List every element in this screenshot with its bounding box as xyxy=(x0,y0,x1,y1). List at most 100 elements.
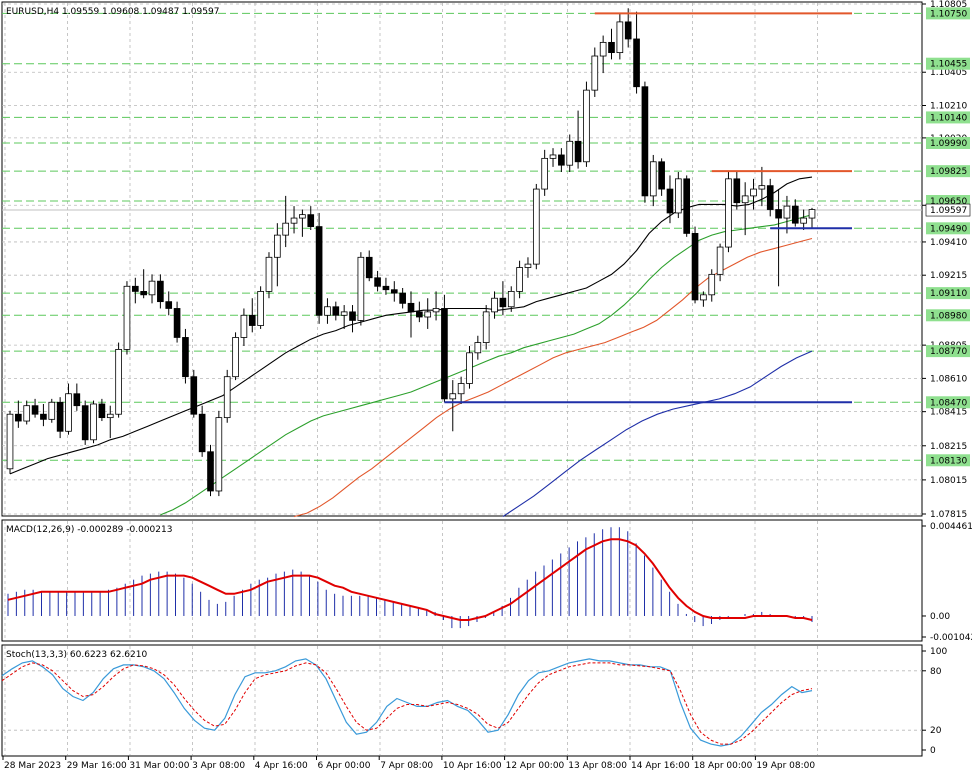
candle-body xyxy=(90,403,97,441)
candle-body xyxy=(532,188,540,265)
candle-body xyxy=(349,311,356,321)
candle-body xyxy=(725,178,732,248)
level-label-bg xyxy=(926,165,970,178)
price-tick-label: 1.07815 xyxy=(930,510,967,520)
candle-body xyxy=(432,308,440,313)
candle-body xyxy=(248,314,256,326)
candle-body xyxy=(649,161,657,197)
price-tick-label: 1.08610 xyxy=(930,374,967,384)
candle-body xyxy=(6,413,14,470)
candle-body xyxy=(566,140,574,166)
level-label: 1.08470 xyxy=(930,398,967,408)
stoch-signal-line xyxy=(1,662,813,745)
candle-body xyxy=(232,337,239,378)
level-label-bg xyxy=(926,309,970,322)
candle-body xyxy=(182,337,189,378)
time-label: 28 Mar 2023 xyxy=(4,761,61,771)
candle-body xyxy=(541,157,548,190)
candle-body xyxy=(800,217,807,224)
candle-body xyxy=(165,301,173,309)
candle-body xyxy=(683,178,691,234)
candle-body xyxy=(365,256,373,279)
time-label: 18 Apr 00:00 xyxy=(694,761,753,771)
level-label: 1.09490 xyxy=(930,224,967,234)
candle-body xyxy=(457,383,465,395)
price-tick-label: 1.08015 xyxy=(930,476,967,486)
time-label: 6 Apr 00:00 xyxy=(318,761,371,771)
candle-body xyxy=(282,222,290,236)
candle-body xyxy=(299,214,306,219)
macd-signal-line xyxy=(7,538,813,621)
candle-body xyxy=(549,154,557,159)
current-price-bg xyxy=(925,203,971,217)
candle-body xyxy=(783,205,791,219)
candle-body xyxy=(374,277,381,287)
time-label: 13 Apr 08:00 xyxy=(568,761,627,771)
candle-body xyxy=(40,413,47,420)
candle-body xyxy=(466,352,473,384)
candle-body xyxy=(658,161,665,190)
time-label: 4 Apr 16:00 xyxy=(255,761,308,771)
time-label: 10 Apr 16:00 xyxy=(443,761,502,771)
candle-body xyxy=(624,21,632,40)
candle-body xyxy=(808,209,816,219)
candle-body xyxy=(198,413,206,453)
candle-body xyxy=(307,214,315,227)
candle-body xyxy=(766,185,774,210)
candle-body xyxy=(441,308,448,400)
candle-body xyxy=(265,256,273,292)
price-tick-label: 1.08215 xyxy=(930,442,967,452)
level-label: 1.08770 xyxy=(930,347,967,357)
candle-body xyxy=(73,393,81,407)
candle-body xyxy=(491,297,498,313)
candle-body xyxy=(574,140,582,163)
candle-body xyxy=(81,405,89,441)
price-tick-label: 1.09410 xyxy=(930,238,967,248)
candle-body xyxy=(215,417,223,492)
ma-orange-line xyxy=(293,237,813,518)
candle-body xyxy=(190,376,198,415)
candle-body xyxy=(716,246,724,275)
candle-body xyxy=(324,306,331,316)
candle-body xyxy=(558,154,565,166)
level-label-bg xyxy=(926,287,970,300)
panel-frame-2 xyxy=(1,519,923,642)
candle-body xyxy=(315,226,323,316)
candle-body xyxy=(791,205,799,224)
candle-body xyxy=(507,291,515,308)
level-label: 1.09990 xyxy=(930,139,967,149)
candle-body xyxy=(482,311,490,343)
candle-body xyxy=(499,297,507,308)
stoch-tick-label: 100 xyxy=(930,647,947,657)
candle-body xyxy=(65,393,72,432)
price-tick-label: 1.08415 xyxy=(930,408,967,418)
candle-body xyxy=(340,311,348,316)
candle-body xyxy=(23,405,31,422)
candle-body xyxy=(157,280,164,303)
price-tick-label: 1.09215 xyxy=(930,271,967,281)
level-label: 1.10140 xyxy=(930,113,967,123)
candle-body xyxy=(382,285,390,291)
level-label: 1.08980 xyxy=(930,311,967,321)
candle-body xyxy=(416,311,423,318)
candle-body xyxy=(140,291,147,296)
level-label-bg xyxy=(926,57,970,70)
stoch-header: Stoch(13,3,3) 60.6223 62.6210 xyxy=(6,650,147,660)
candle-body xyxy=(591,55,599,91)
level-label: 1.09825 xyxy=(930,167,967,177)
candle-body xyxy=(98,403,106,419)
macd-tick-label: 0.00 xyxy=(930,612,950,622)
level-label: 1.10750 xyxy=(930,9,967,19)
level-label-bg xyxy=(926,345,970,358)
candle-body xyxy=(700,294,707,301)
candle-body xyxy=(741,195,749,204)
candle-body xyxy=(131,285,139,292)
price-tick-label: 1.10805 xyxy=(930,0,967,10)
candle-body xyxy=(399,292,406,304)
candle-body xyxy=(173,308,181,338)
candle-body xyxy=(641,86,649,197)
candle-body xyxy=(733,178,741,204)
time-label: 31 Mar 00:00 xyxy=(129,761,189,771)
candle-body xyxy=(666,188,674,214)
